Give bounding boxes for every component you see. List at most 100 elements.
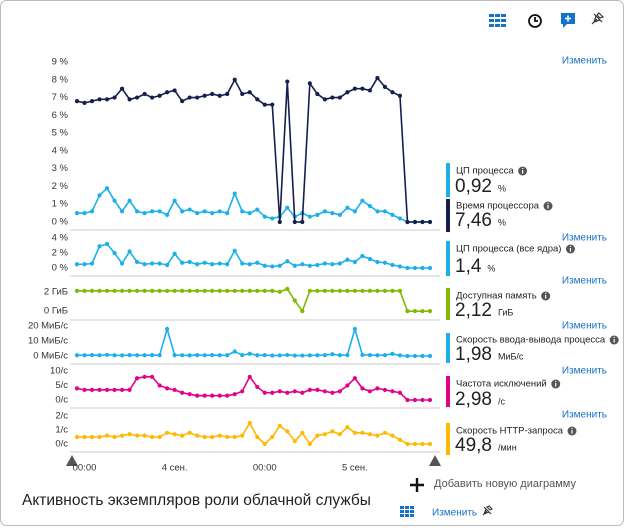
pin-icon[interactable] [591,12,605,25]
edit-link[interactable]: Изменить [432,508,477,519]
data-point [307,288,312,293]
y-tick-label: 9 % [52,57,69,68]
edit-link[interactable]: Изменить [562,366,607,377]
data-point [195,262,200,267]
data-point [315,288,320,293]
data-point [315,262,320,268]
legend-name[interactable]: Скорость HTTP-запроса [456,426,564,437]
data-point [405,219,410,225]
data-point [210,288,215,293]
add-chart[interactable]: Добавить новую диаграмму [434,478,576,490]
legend-name[interactable]: Доступная память [456,291,537,302]
data-point [420,219,425,225]
grid-icon[interactable] [489,14,506,27]
x-tick-label: 00:00 [253,463,277,474]
history-icon[interactable] [528,14,542,28]
legend-swatch [446,376,450,407]
data-point [315,212,320,217]
data-point [262,390,267,395]
data-point [165,430,170,435]
grid-icon-small[interactable] [400,506,414,517]
data-point [172,432,177,437]
data-point [307,263,312,268]
data-point [382,84,388,89]
edit-link[interactable]: Изменить [562,233,607,244]
data-point [300,430,305,435]
data-point [427,219,433,225]
data-point [420,309,425,314]
range-end-handle[interactable] [429,455,441,466]
edit-link[interactable]: Изменить [562,410,607,421]
legend-value: 1,4 [455,256,482,277]
data-point [217,393,222,398]
data-point [360,253,365,259]
data-point [345,353,350,358]
data-point [142,374,147,379]
data-point [180,390,185,395]
data-point [240,389,245,394]
edit-link[interactable]: Изменить [562,276,607,287]
data-point [240,353,245,358]
feedback-icon[interactable] [561,13,575,28]
data-point [82,100,87,105]
legend-name[interactable]: Время процессора [456,201,540,212]
legend-name[interactable]: Скорость ввода-вывода процесса [456,335,606,346]
x-tick-label: 5 сен. [342,463,368,474]
y-tick-label: 6 % [52,110,69,121]
data-point [367,203,373,209]
y-tick-label: 2 % [52,181,69,192]
data-point [352,288,357,293]
legend-swatch [446,333,450,363]
data-point [225,91,230,97]
data-point [330,211,335,216]
data-point [255,384,260,390]
data-point [142,353,147,358]
data-point [285,259,290,264]
data-point [367,256,373,262]
y-tick-label: 4 % [52,145,69,156]
data-point [112,95,117,100]
y-tick-label: 0/с [55,395,68,406]
data-point [225,353,230,358]
data-point [127,97,132,102]
data-point [225,434,230,440]
pin-icon-small[interactable] [482,505,493,516]
data-point [97,244,102,249]
data-point [277,423,282,428]
legend-unit: % [487,263,495,273]
data-point [397,288,403,293]
data-point [345,288,350,293]
legend-unit: /с [498,396,506,406]
edit-link[interactable]: Изменить [562,321,607,332]
data-point [150,209,155,214]
data-point [172,251,177,256]
data-point [412,353,418,359]
data-point [375,386,380,391]
legend-name[interactable]: ЦП процесса (все ядра) [456,244,561,255]
data-point [322,389,327,394]
data-point [195,433,200,438]
data-point [337,261,342,266]
data-point [255,97,260,102]
data-point [315,353,320,358]
data-point [180,99,185,104]
data-point [195,393,200,398]
data-point [210,434,215,440]
legend-name[interactable]: Частота исключений [456,379,547,390]
legend-unit: % [498,217,506,227]
range-start-handle[interactable] [66,455,78,466]
add-icon[interactable] [410,478,424,492]
data-point [322,261,327,266]
data-point [285,205,290,210]
legend-name[interactable]: ЦП процесса [456,166,514,177]
data-point [112,353,117,358]
data-point [112,198,117,203]
x-tick-label: 00:00 [73,463,97,474]
data-point [367,288,373,293]
data-point [270,353,275,358]
data-point [322,432,327,437]
data-point [165,386,170,391]
data-point [315,91,320,97]
edit-link[interactable]: Изменить [562,56,607,67]
data-point [270,102,275,107]
